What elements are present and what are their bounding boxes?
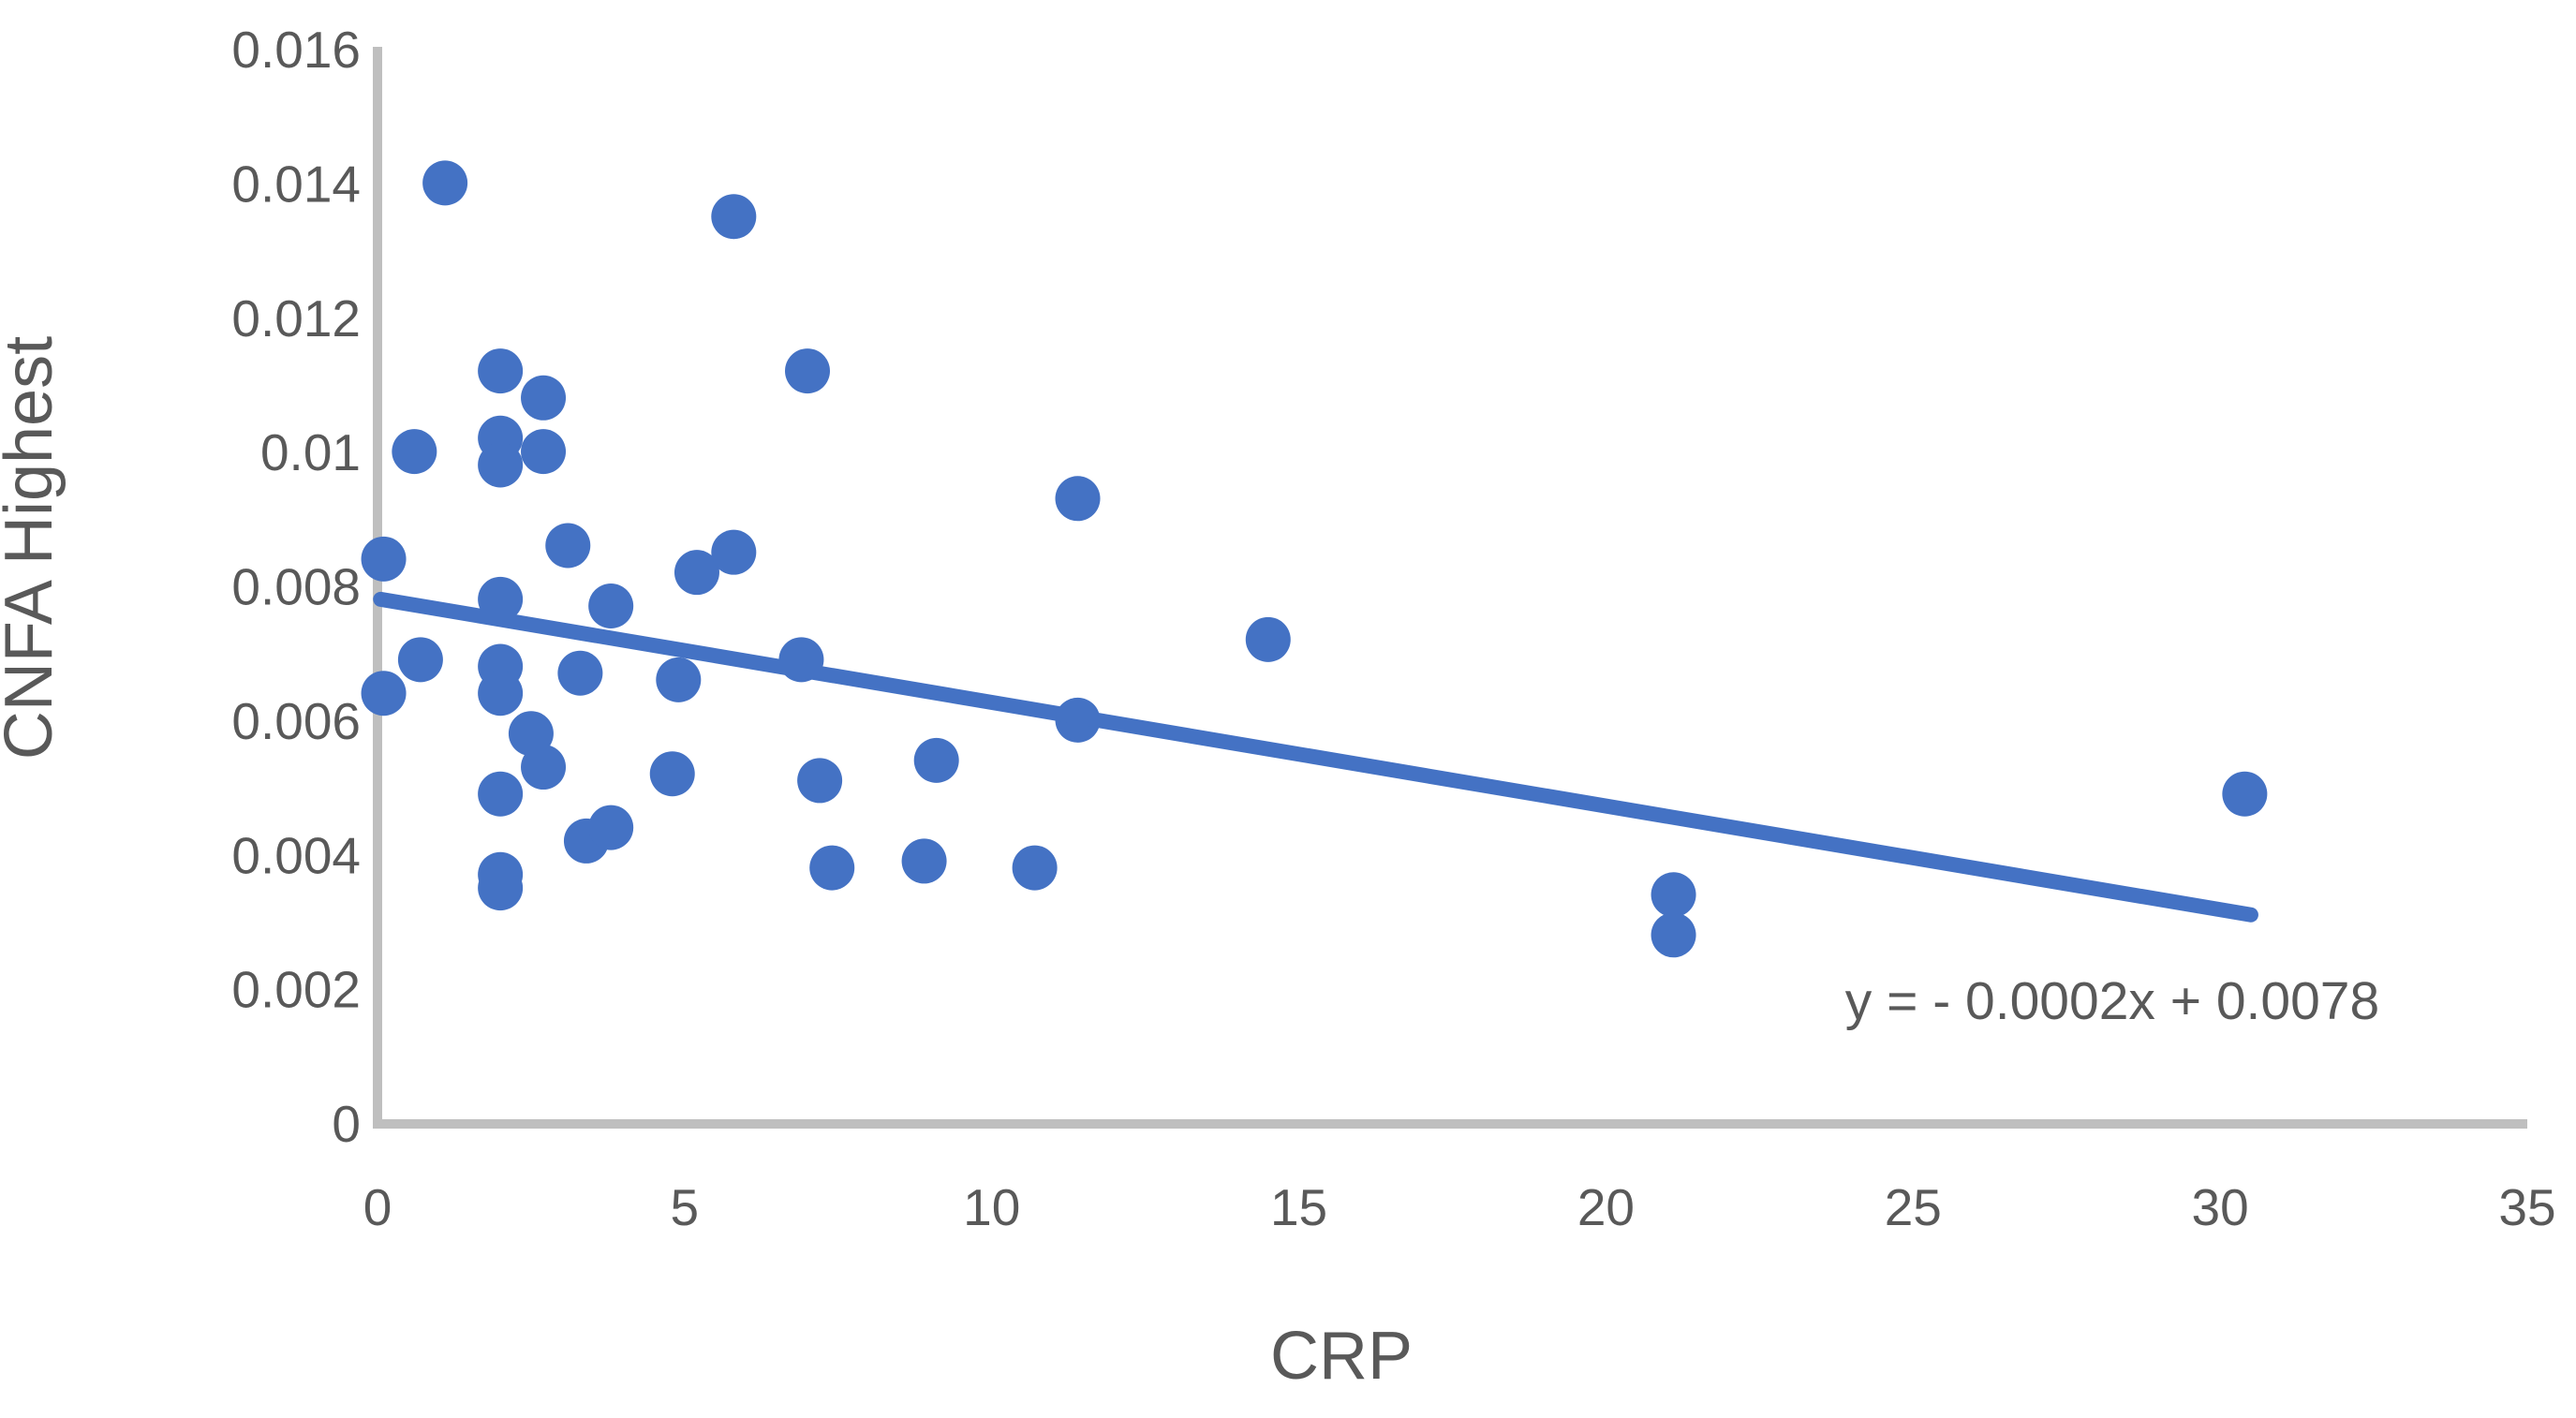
- y-tick-label: 0.01: [260, 423, 361, 481]
- data-point: [901, 838, 947, 884]
- data-point: [478, 865, 524, 911]
- x-tick-label: 10: [963, 1178, 1020, 1236]
- data-point: [478, 442, 524, 488]
- x-axis-title: CRP: [1270, 1319, 1413, 1394]
- data-point: [797, 758, 843, 804]
- trendline: [373, 591, 2258, 923]
- y-tick-label: 0.008: [231, 558, 361, 616]
- x-tick-label: 5: [671, 1178, 700, 1236]
- data-point: [521, 375, 567, 421]
- data-point: [478, 671, 524, 716]
- y-axis-title: CNFA Highest: [0, 336, 67, 760]
- data-point: [711, 194, 757, 240]
- data-point: [711, 529, 757, 575]
- data-point: [1651, 912, 1696, 958]
- x-tick-label: 0: [363, 1178, 392, 1236]
- x-tick-label: 25: [1885, 1178, 1942, 1236]
- trendline-equation-label: y = - 0.0002x + 0.0078: [1845, 971, 2379, 1031]
- data-point: [361, 671, 407, 716]
- data-point: [521, 745, 567, 790]
- y-tick-label: 0.014: [231, 155, 361, 213]
- trendline-group: [373, 591, 2258, 923]
- y-tick-label: 0.016: [231, 21, 361, 79]
- data-point: [392, 429, 437, 475]
- y-axis-tick-labels: 0 0.002 0.004 0.006 0.008 0.01 0.012 0.014 0.016: [231, 21, 361, 1153]
- data-point: [478, 348, 524, 394]
- data-point: [1055, 476, 1101, 522]
- y-tick-label: 0.002: [231, 961, 361, 1019]
- data-point: [557, 650, 603, 696]
- data-point: [656, 657, 702, 702]
- data-point: [809, 845, 855, 891]
- data-point: [674, 550, 719, 596]
- y-tick-label: 0.004: [231, 826, 361, 884]
- data-point: [588, 583, 634, 629]
- x-tick-label: 30: [2192, 1178, 2249, 1236]
- x-tick-label: 20: [1577, 1178, 1635, 1236]
- data-point: [361, 536, 407, 582]
- y-tick-label: 0: [332, 1095, 361, 1153]
- data-point: [521, 429, 567, 475]
- data-point: [2222, 771, 2268, 817]
- y-tick-label: 0.012: [231, 289, 361, 347]
- data-point: [397, 637, 443, 683]
- data-point: [1651, 872, 1696, 918]
- x-axis-tick-labels: 0 5 10 15 20 25 30 35: [363, 1178, 2556, 1236]
- scatter-points: [361, 160, 2268, 958]
- data-point: [1012, 845, 1058, 891]
- data-point: [422, 160, 468, 206]
- data-point: [478, 771, 524, 817]
- x-tick-label: 15: [1270, 1178, 1327, 1236]
- data-point: [588, 805, 634, 850]
- data-point: [785, 348, 830, 394]
- data-point: [649, 751, 695, 797]
- data-point: [545, 523, 591, 569]
- x-tick-label: 35: [2498, 1178, 2555, 1236]
- y-tick-label: 0.006: [231, 692, 361, 750]
- data-point: [913, 737, 959, 783]
- data-point: [1245, 616, 1291, 662]
